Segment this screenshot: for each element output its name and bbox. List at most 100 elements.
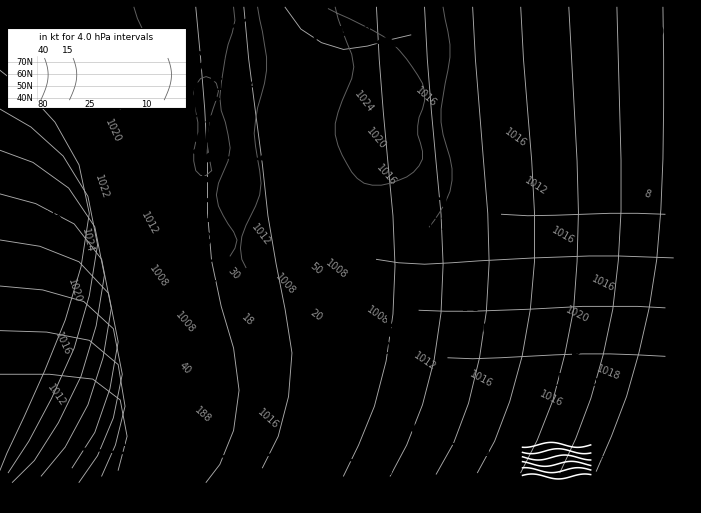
Polygon shape xyxy=(293,89,304,94)
Text: 1008: 1008 xyxy=(191,231,236,249)
Text: 30: 30 xyxy=(226,266,241,282)
Text: 80: 80 xyxy=(37,100,48,109)
Text: 60N: 60N xyxy=(16,70,34,79)
Text: 1012: 1012 xyxy=(139,210,160,236)
Text: 1020: 1020 xyxy=(365,126,388,151)
Text: 1016: 1016 xyxy=(79,62,100,88)
Text: 997: 997 xyxy=(144,141,179,159)
Text: 1008: 1008 xyxy=(336,25,372,38)
Text: 1024: 1024 xyxy=(353,89,376,114)
Polygon shape xyxy=(187,129,198,141)
Polygon shape xyxy=(260,153,278,160)
Polygon shape xyxy=(315,383,327,389)
Text: 1016: 1016 xyxy=(590,274,616,293)
Text: L: L xyxy=(570,346,584,366)
Text: 1034: 1034 xyxy=(215,76,260,94)
Polygon shape xyxy=(287,156,305,164)
Polygon shape xyxy=(298,71,309,75)
Polygon shape xyxy=(191,64,202,76)
Text: 1008: 1008 xyxy=(147,263,169,289)
Polygon shape xyxy=(233,152,251,159)
Polygon shape xyxy=(207,33,220,46)
Polygon shape xyxy=(285,458,297,463)
Polygon shape xyxy=(205,152,223,159)
Polygon shape xyxy=(309,402,321,407)
Polygon shape xyxy=(320,364,332,369)
Polygon shape xyxy=(198,420,212,426)
Text: 1016: 1016 xyxy=(538,389,564,408)
Text: 40: 40 xyxy=(177,361,193,377)
Text: 1016: 1016 xyxy=(503,127,528,149)
Text: 1004: 1004 xyxy=(290,166,335,184)
Text: 1012: 1012 xyxy=(523,176,549,198)
Text: 70N: 70N xyxy=(16,58,34,67)
Polygon shape xyxy=(154,450,162,458)
Polygon shape xyxy=(204,136,216,143)
Text: 1015: 1015 xyxy=(554,371,600,389)
Text: 1016: 1016 xyxy=(414,85,438,109)
Polygon shape xyxy=(205,400,217,406)
Polygon shape xyxy=(186,115,197,122)
Polygon shape xyxy=(102,445,109,453)
Polygon shape xyxy=(318,190,327,196)
Polygon shape xyxy=(403,367,412,373)
Polygon shape xyxy=(198,52,210,56)
Text: 1020: 1020 xyxy=(66,278,83,304)
Text: H: H xyxy=(228,51,246,71)
Polygon shape xyxy=(190,148,201,154)
Text: L: L xyxy=(463,417,477,437)
Text: 1016: 1016 xyxy=(468,369,494,389)
Polygon shape xyxy=(302,421,314,426)
Polygon shape xyxy=(330,287,341,292)
Text: 1001: 1001 xyxy=(639,25,674,38)
Text: H: H xyxy=(489,34,508,54)
Text: 1008: 1008 xyxy=(365,304,390,326)
Polygon shape xyxy=(200,238,212,244)
Text: H: H xyxy=(461,295,479,315)
Text: 50N: 50N xyxy=(16,82,34,91)
Text: L: L xyxy=(385,315,399,335)
Polygon shape xyxy=(409,464,420,469)
Polygon shape xyxy=(407,386,416,392)
Polygon shape xyxy=(204,278,216,285)
Text: 1020: 1020 xyxy=(564,305,590,325)
Text: 1012: 1012 xyxy=(250,222,273,248)
Text: 1017: 1017 xyxy=(417,216,463,234)
Polygon shape xyxy=(207,299,219,305)
Polygon shape xyxy=(210,75,222,82)
Polygon shape xyxy=(410,406,420,411)
Polygon shape xyxy=(212,360,224,366)
Polygon shape xyxy=(128,448,135,456)
Text: in kt for 4.0 hPa intervals: in kt for 4.0 hPa intervals xyxy=(39,33,154,42)
Text: metoffice.gov: metoffice.gov xyxy=(599,456,648,461)
Polygon shape xyxy=(185,96,195,109)
Text: 1020: 1020 xyxy=(104,117,123,144)
Text: 1016: 1016 xyxy=(550,225,576,246)
Text: L: L xyxy=(206,206,220,226)
Polygon shape xyxy=(201,258,212,265)
Polygon shape xyxy=(202,156,215,163)
Polygon shape xyxy=(179,459,191,465)
Text: 20: 20 xyxy=(308,307,324,323)
Polygon shape xyxy=(327,25,342,33)
Text: 10: 10 xyxy=(141,100,151,109)
Polygon shape xyxy=(397,348,406,354)
Polygon shape xyxy=(206,116,218,122)
Polygon shape xyxy=(207,95,220,102)
Text: 1002: 1002 xyxy=(118,432,163,450)
Polygon shape xyxy=(312,171,322,177)
Polygon shape xyxy=(165,477,177,482)
Polygon shape xyxy=(199,218,211,224)
Polygon shape xyxy=(336,175,352,186)
Polygon shape xyxy=(325,228,336,235)
Polygon shape xyxy=(200,177,212,183)
Text: L: L xyxy=(306,140,320,160)
Text: H: H xyxy=(31,184,49,204)
Text: H: H xyxy=(430,191,449,211)
Text: 1011: 1011 xyxy=(448,442,494,460)
Text: L: L xyxy=(154,116,168,136)
Text: 1016: 1016 xyxy=(374,163,398,188)
Polygon shape xyxy=(212,55,224,62)
Polygon shape xyxy=(411,445,422,450)
Text: 188: 188 xyxy=(193,405,213,424)
